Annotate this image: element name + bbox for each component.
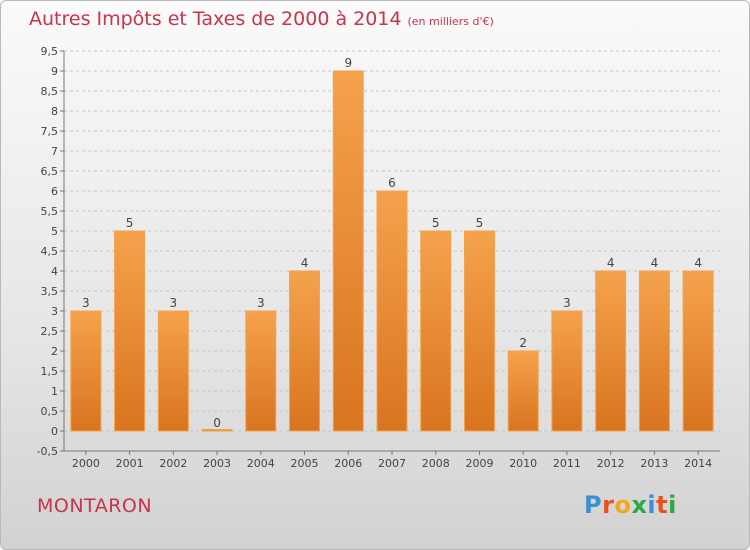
bar	[376, 190, 408, 432]
y-tick-label: 0,5	[41, 405, 59, 418]
bar	[420, 230, 452, 432]
brand-letter: t	[656, 491, 669, 519]
x-tick-label: 2010	[509, 457, 537, 470]
x-tick-label: 2003	[203, 457, 231, 470]
y-tick-label: 0	[51, 425, 58, 438]
x-tick-label: 2011	[553, 457, 581, 470]
bar	[507, 350, 539, 432]
bar	[114, 230, 146, 432]
bar	[638, 270, 670, 432]
y-tick-label: 2	[51, 345, 58, 358]
bar	[201, 429, 233, 432]
y-tick-label: 4,5	[41, 245, 59, 258]
x-tick-label: 2008	[422, 457, 450, 470]
data-label: 2	[519, 336, 527, 350]
bar	[157, 310, 189, 432]
bar	[332, 70, 364, 432]
data-label: 6	[388, 176, 396, 190]
x-tick-label: 2000	[72, 457, 100, 470]
bar	[289, 270, 321, 432]
y-tick-label: 6,5	[41, 165, 59, 178]
chart-title-text: Autres Impôts et Taxes de 2000 à 2014	[29, 8, 402, 30]
x-tick-label: 2006	[334, 457, 362, 470]
bar-layer	[70, 70, 714, 432]
y-tick-label: 1,5	[41, 365, 59, 378]
data-label: 0	[213, 416, 221, 430]
y-tick-label: 7	[51, 145, 58, 158]
brand-letter: P	[584, 491, 603, 519]
x-tick-label: 2009	[465, 457, 493, 470]
y-tick-label: 7,5	[41, 125, 59, 138]
data-label: 4	[651, 256, 659, 270]
proxiti-logo[interactable]: Proxiti	[584, 491, 677, 519]
data-label: 4	[301, 256, 309, 270]
brand-letter: r	[602, 491, 615, 519]
x-tick-label: 2004	[247, 457, 275, 470]
data-label: 4	[694, 256, 702, 270]
y-tick-label: 9	[51, 65, 58, 78]
bar	[245, 310, 277, 432]
bar	[595, 270, 627, 432]
brand-letter: i	[668, 491, 677, 519]
bar	[551, 310, 583, 432]
y-tick-label: 5,5	[41, 205, 59, 218]
data-label: 5	[126, 216, 134, 230]
data-label: 5	[476, 216, 484, 230]
y-tick-label: 6	[51, 185, 58, 198]
data-label: 3	[563, 296, 571, 310]
axis-layer: -0,5 0 0,5 1 1,5 2 2,5 3 3,5 4 4,5 5 5,5 6 6,5 7 7,5 8 8,5…	[37, 45, 720, 470]
bar	[70, 310, 102, 432]
data-label: 5	[432, 216, 440, 230]
data-label: 3	[82, 296, 90, 310]
y-tick-label: -0,5	[37, 445, 58, 458]
chart-unit: (en milliers d'€)	[407, 15, 494, 28]
y-tick-label: 8	[51, 105, 58, 118]
place-name: MONTARON	[37, 495, 153, 517]
y-tick-label: 1	[51, 385, 58, 398]
x-tick-label: 2013	[640, 457, 668, 470]
chart-title: Autres Impôts et Taxes de 2000 à 2014 (en…	[29, 8, 494, 30]
label-layer: 3 5 3 0 3 4 9 6 5 5 2 3 4 4 4	[82, 56, 702, 430]
brand-letter: x	[631, 491, 648, 519]
x-tick-label: 2005	[291, 457, 319, 470]
brand-letter: o	[614, 491, 632, 519]
brand-letter: i	[647, 491, 657, 519]
data-label: 3	[170, 296, 178, 310]
y-tick-label: 5	[51, 225, 58, 238]
bar	[682, 270, 714, 432]
x-tick-label: 2014	[684, 457, 712, 470]
y-tick-label: 9,5	[41, 45, 59, 58]
x-tick-label: 2002	[159, 457, 187, 470]
y-tick-label: 3,5	[41, 285, 59, 298]
bar	[463, 230, 495, 432]
x-tick-label: 2007	[378, 457, 406, 470]
x-tick-label: 2001	[116, 457, 144, 470]
y-tick-label: 4	[51, 265, 58, 278]
y-tick-label: 8,5	[41, 85, 59, 98]
data-label: 3	[257, 296, 265, 310]
data-label: 9	[344, 56, 352, 70]
y-tick-label: 2,5	[41, 325, 59, 338]
data-label: 4	[607, 256, 615, 270]
y-tick-label: 3	[51, 305, 58, 318]
x-tick-label: 2012	[597, 457, 625, 470]
